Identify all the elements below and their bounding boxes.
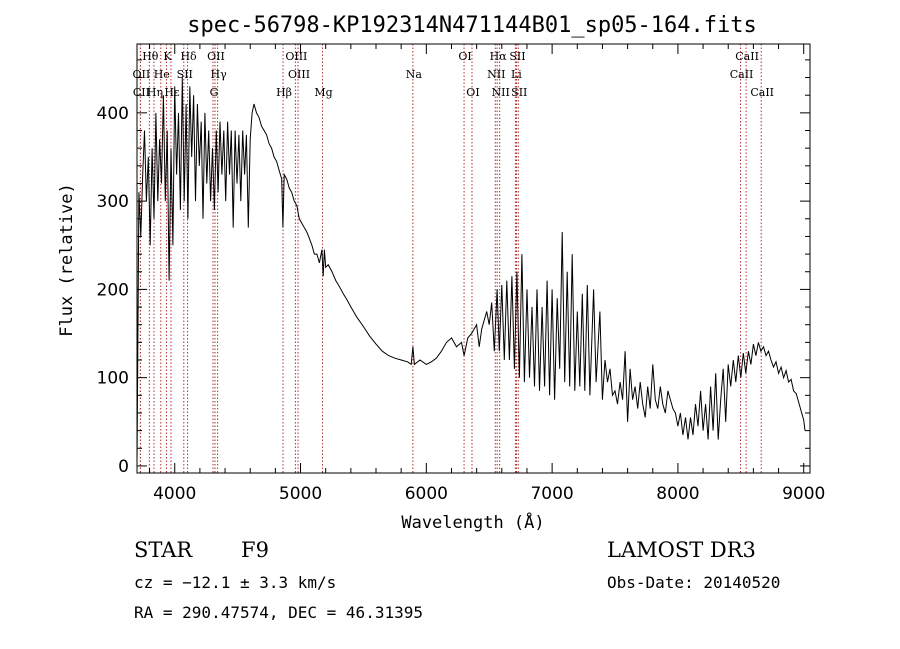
y-tick-label: 300 [97, 192, 129, 212]
y-axis-ticks: 0 100 200 300 400 [97, 59, 810, 477]
spectral-line-label: OIII [288, 68, 310, 81]
y-axis-label: Flux (relative) [57, 183, 77, 337]
spectral-line-label: Hη [147, 86, 163, 99]
spectral-line-label: NII [492, 86, 510, 99]
spectral-line-label: Hδ [180, 50, 197, 63]
x-axis-ticks: 4000 5000 6000 7000 8000 9000 [149, 44, 825, 504]
x-tick-label: 5000 [279, 484, 322, 504]
spectral-line-label: SII [509, 50, 525, 63]
x-tick-label: 7000 [530, 484, 573, 504]
spectral-line-label: OI [466, 86, 479, 99]
spectral-line-label: OI [458, 50, 471, 63]
redshift-velocity: cz = −12.1 ± 3.3 km/s [134, 573, 337, 592]
plot-frame [136, 43, 811, 474]
observation-date: Obs-Date: 20140520 [607, 573, 781, 592]
x-tick-label: 8000 [656, 484, 699, 504]
spectral-line-label: G [210, 86, 219, 99]
spectral-line-label: Hα [490, 50, 508, 63]
spectral-line-label: Li [511, 68, 522, 81]
spectral-line-label: Hγ [211, 68, 228, 81]
spectral-line-label: K [163, 50, 172, 63]
spectral-line-label: CaII [750, 86, 774, 99]
spectral-line-label: CaII [730, 68, 754, 81]
spectral-line-label: Na [406, 68, 423, 81]
y-tick-label: 0 [118, 457, 129, 477]
y-tick-label: 100 [97, 369, 129, 389]
chart-title: spec-56798-KP192314N471144B01_sp05-164.f… [187, 13, 757, 38]
spectral-line-label: OII [207, 50, 225, 63]
object-class: STAR [134, 538, 193, 562]
spectral-line-label: He [154, 68, 170, 81]
spectral-line-label: Hθ [142, 50, 159, 63]
spectral-line-label: SII [511, 86, 527, 99]
spectral-line-label: CaII [735, 50, 759, 63]
flux-series-line [136, 77, 806, 466]
spectral-line-label: SII [177, 68, 193, 81]
spectral-line-label: NII [487, 68, 505, 81]
spectral-line-label: Hβ [276, 86, 292, 99]
x-axis-label: Wavelength (Å) [401, 511, 544, 533]
x-tick-label: 9000 [782, 484, 825, 504]
spectral-line-markers [139, 44, 762, 473]
x-tick-label: 4000 [153, 484, 196, 504]
object-subclass: F9 [241, 538, 269, 562]
spectral-line-label: Hε [164, 86, 180, 99]
y-tick-label: 400 [97, 104, 129, 124]
survey-name: LAMOST DR3 [607, 538, 756, 562]
spectral-line-label: Mg [314, 86, 332, 99]
x-tick-label: 6000 [405, 484, 448, 504]
coordinates: RA = 290.47574, DEC = 46.31395 [134, 603, 423, 622]
spectral-line-label: OII [133, 68, 151, 81]
spectral-line-label: OIII [285, 50, 307, 63]
y-tick-label: 200 [97, 280, 129, 300]
